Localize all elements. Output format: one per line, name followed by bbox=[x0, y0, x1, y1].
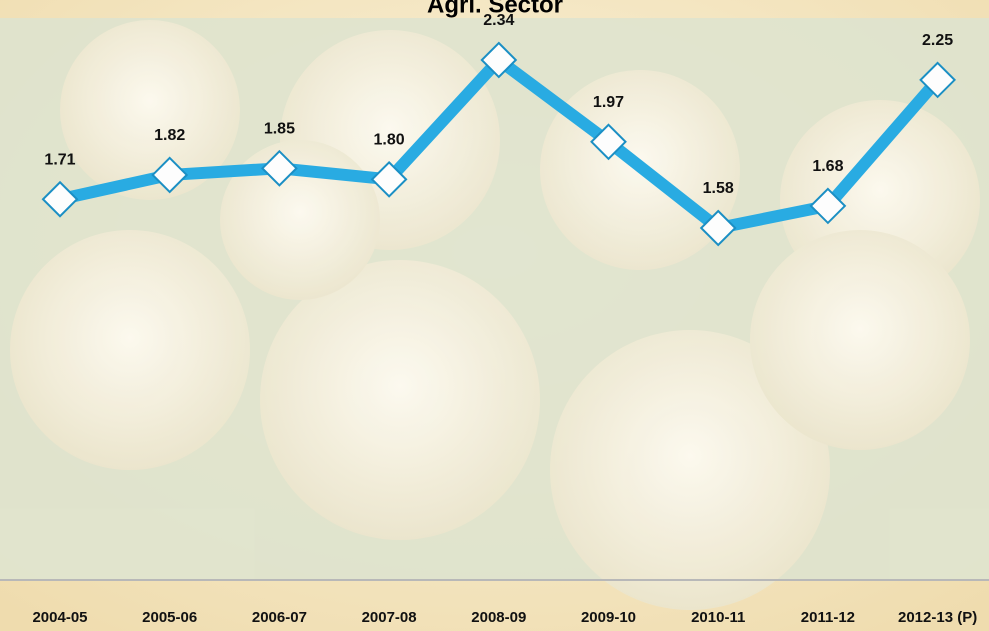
x-tick-label: 2008-09 bbox=[471, 609, 526, 626]
marker bbox=[699, 209, 737, 247]
data-label: 1.58 bbox=[703, 180, 734, 197]
marker bbox=[151, 156, 189, 194]
x-tick-label: 2007-08 bbox=[362, 609, 417, 626]
data-label: 2.25 bbox=[922, 32, 953, 49]
data-label: 2.34 bbox=[483, 12, 514, 29]
data-label: 1.82 bbox=[154, 127, 185, 144]
x-tick-label: 2006-07 bbox=[252, 609, 307, 626]
x-tick-label: 2005-06 bbox=[142, 609, 197, 626]
data-label: 1.80 bbox=[374, 132, 405, 149]
data-label: 1.97 bbox=[593, 94, 624, 111]
marker bbox=[590, 123, 627, 161]
marker bbox=[370, 160, 408, 198]
data-label: 1.71 bbox=[44, 151, 75, 168]
chart-title: Agri. Sector bbox=[427, 0, 563, 18]
marker bbox=[919, 61, 957, 99]
x-tick-label: 2009-10 bbox=[581, 609, 636, 626]
x-tick-label: 2010-11 bbox=[691, 609, 745, 626]
x-tick-label: 2011-12 bbox=[801, 609, 855, 626]
data-label: 1.68 bbox=[812, 158, 843, 175]
marker bbox=[41, 180, 79, 218]
marker bbox=[809, 187, 847, 225]
marker bbox=[260, 149, 298, 187]
marker bbox=[480, 41, 518, 79]
photo bbox=[0, 18, 989, 610]
x-tick-label: 2004-05 bbox=[32, 609, 87, 626]
data-label: 1.85 bbox=[264, 121, 295, 138]
x-tick-label: 2012-13 (P) bbox=[898, 609, 977, 626]
